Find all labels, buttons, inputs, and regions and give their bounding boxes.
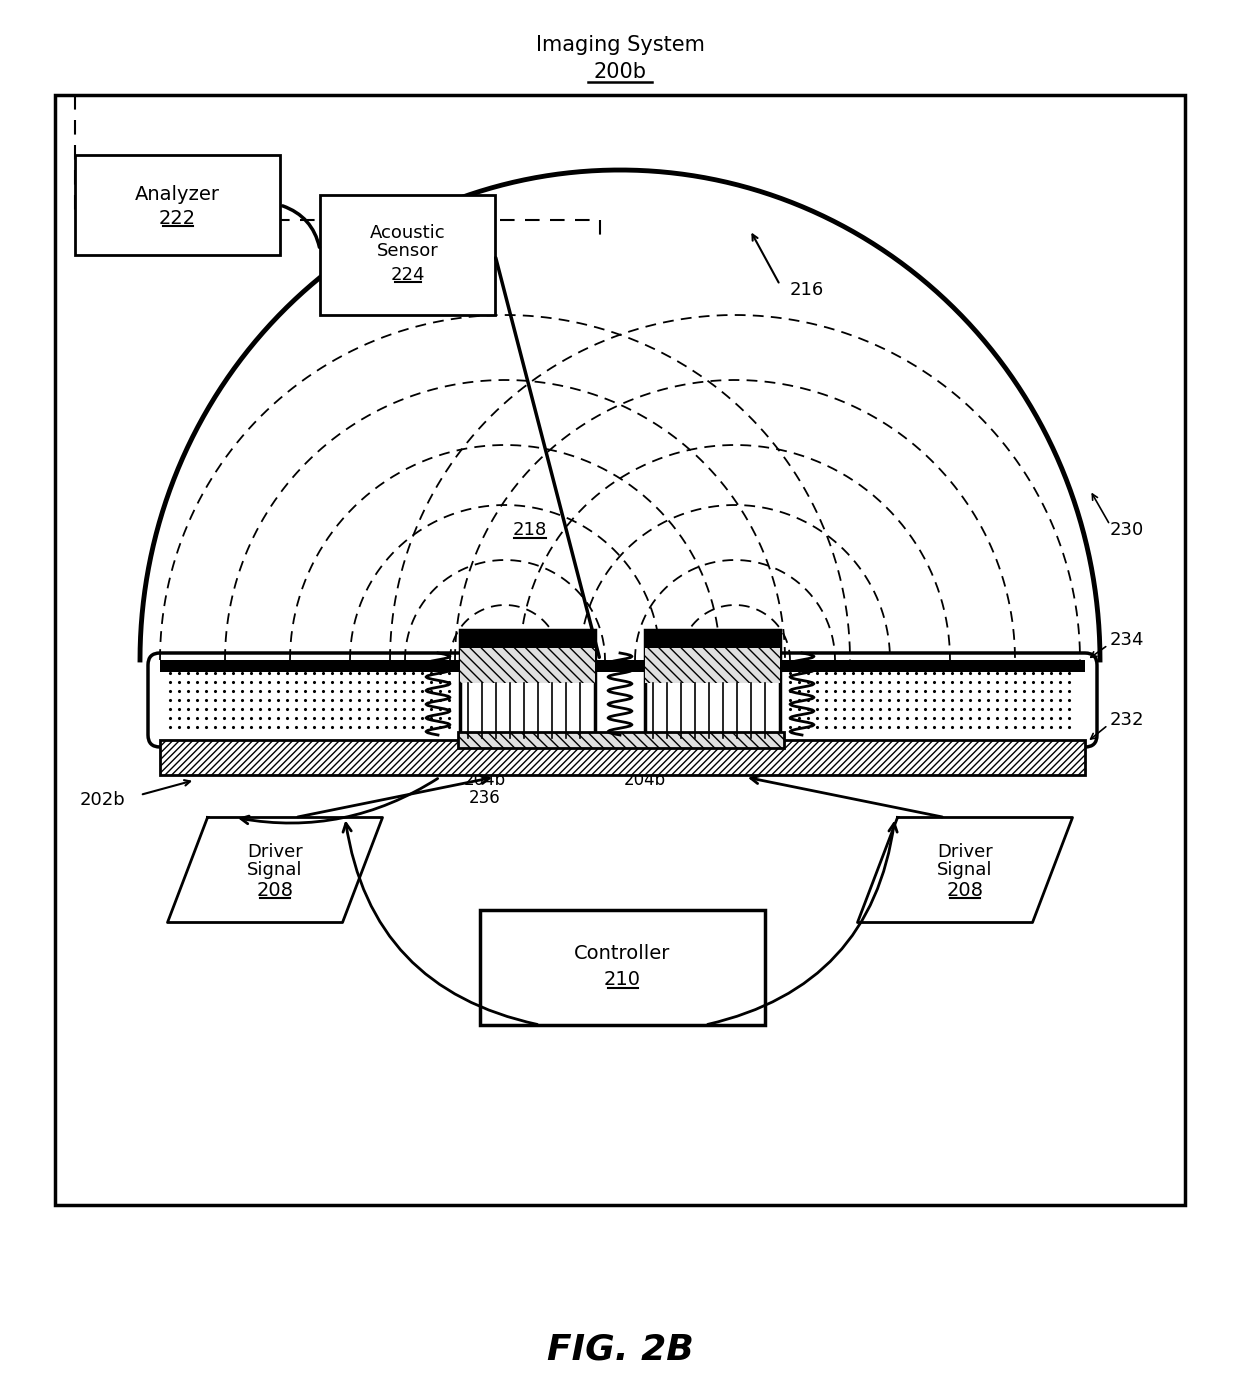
Bar <box>480 910 765 1024</box>
Bar <box>55 95 1185 1205</box>
Text: 210: 210 <box>604 970 641 990</box>
FancyArrowPatch shape <box>343 823 537 1024</box>
Bar <box>160 739 1085 776</box>
Text: Controller: Controller <box>574 944 671 963</box>
Text: Signal: Signal <box>937 860 993 878</box>
Text: 204b: 204b <box>624 771 666 790</box>
FancyArrowPatch shape <box>708 823 898 1024</box>
Text: 208: 208 <box>257 880 294 899</box>
Text: Acoustic: Acoustic <box>370 224 445 242</box>
Polygon shape <box>858 817 1073 923</box>
Text: 232: 232 <box>1110 712 1145 728</box>
Text: Sensor: Sensor <box>377 242 439 260</box>
FancyArrowPatch shape <box>496 257 599 657</box>
Bar <box>645 630 780 739</box>
Bar <box>460 648 595 682</box>
FancyArrowPatch shape <box>283 206 320 247</box>
Text: 208: 208 <box>946 880 983 899</box>
Bar <box>320 195 495 316</box>
Text: 234: 234 <box>1110 631 1145 649</box>
Text: 200b: 200b <box>594 63 646 82</box>
Bar <box>645 630 780 648</box>
Text: FIG. 2B: FIG. 2B <box>547 1333 693 1366</box>
FancyBboxPatch shape <box>148 653 472 746</box>
Bar <box>160 660 1085 671</box>
FancyArrowPatch shape <box>298 776 490 817</box>
Text: 230: 230 <box>1110 521 1145 539</box>
Bar <box>460 630 595 648</box>
Text: Analyzer: Analyzer <box>135 185 219 204</box>
Text: 202b: 202b <box>79 791 125 809</box>
Bar <box>74 156 280 254</box>
Text: Driver: Driver <box>247 842 303 860</box>
FancyArrowPatch shape <box>750 776 942 817</box>
Text: 204b: 204b <box>464 771 506 790</box>
Text: 218: 218 <box>513 521 547 539</box>
Bar <box>460 630 595 739</box>
Bar <box>160 739 1085 776</box>
Text: Imaging System: Imaging System <box>536 35 704 56</box>
FancyArrowPatch shape <box>241 778 438 824</box>
Text: Signal: Signal <box>247 860 303 878</box>
Text: 222: 222 <box>159 210 196 228</box>
Text: 236: 236 <box>469 790 501 808</box>
Polygon shape <box>167 817 382 923</box>
Bar <box>458 733 784 748</box>
FancyBboxPatch shape <box>768 653 1097 746</box>
Text: 216: 216 <box>790 281 825 299</box>
Text: Driver: Driver <box>937 842 993 860</box>
Text: 224: 224 <box>391 265 425 284</box>
Bar <box>645 648 780 682</box>
